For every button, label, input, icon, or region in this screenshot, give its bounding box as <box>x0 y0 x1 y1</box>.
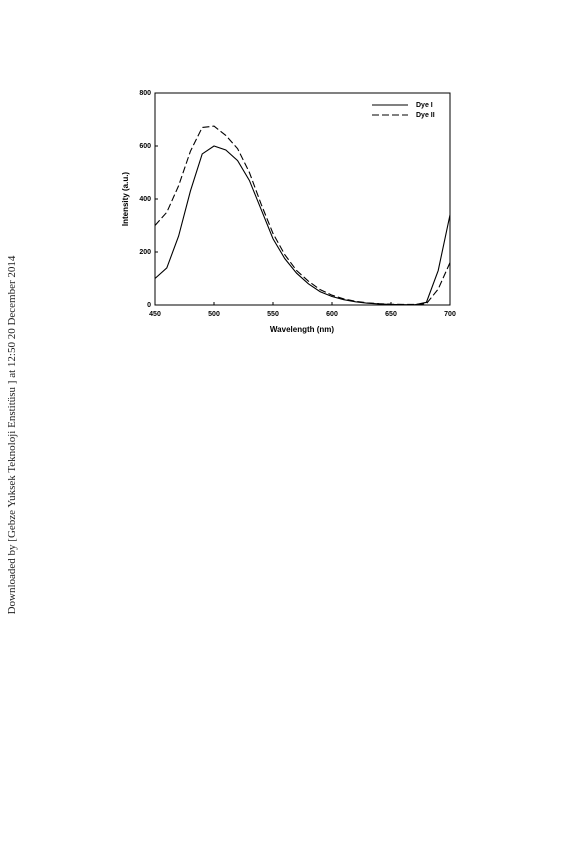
series-line <box>154 145 451 306</box>
legend-label: Dye I <box>416 102 433 109</box>
y-tick-label: 800 <box>139 90 151 97</box>
y-axis-label: Intensity (a.u.) <box>121 172 130 227</box>
series-line <box>154 125 451 306</box>
plot-frame <box>154 92 451 306</box>
x-tick-label: 500 <box>208 311 220 318</box>
y-tick-label: 600 <box>139 143 151 150</box>
legend-label: Dye II <box>416 112 435 119</box>
y-tick-label: 400 <box>139 196 151 203</box>
x-tick-label: 600 <box>326 311 338 318</box>
x-tick-label: 550 <box>267 311 279 318</box>
x-tick-label: 650 <box>385 311 397 318</box>
x-tick-label: 450 <box>149 311 161 318</box>
y-tick-label: 0 <box>147 302 151 309</box>
y-tick-label: 200 <box>139 249 151 256</box>
x-axis-label: Wavelength (nm) <box>270 325 334 334</box>
x-tick-label: 700 <box>444 311 456 318</box>
